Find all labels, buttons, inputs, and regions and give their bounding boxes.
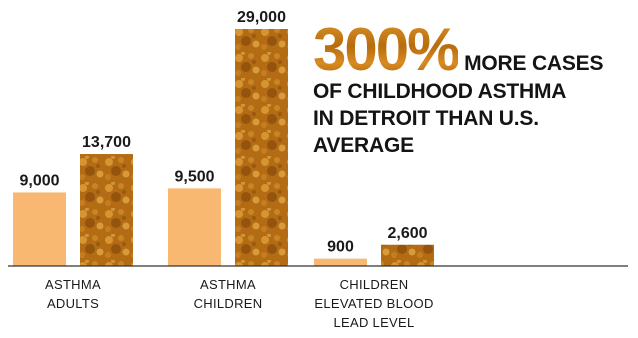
category-labels-group: ASTHMA ADULTS ASTHMA CHILDREN CHILDREN ELEVAT… xyxy=(45,277,433,330)
category-label-0-0: ASTHMA xyxy=(45,277,101,292)
value-label-1-1: 29,000 xyxy=(237,9,286,26)
value-label-2-0: 900 xyxy=(327,239,354,256)
bar-0-0 xyxy=(13,192,66,266)
value-label-0-0: 9,000 xyxy=(19,172,59,189)
category-label-1-1: CHILDREN xyxy=(194,296,263,311)
category-label-2-2: LEAD LEVEL xyxy=(333,315,414,330)
headline-big-percent: 300% xyxy=(313,16,460,83)
value-labels-group: 9,000 13,700 9,500 29,000 900 2,600 xyxy=(19,9,427,256)
headline-lead-text: MORE CASES xyxy=(464,52,604,75)
bar-1-1 xyxy=(235,29,288,266)
category-label-2-1: ELEVATED BLOOD xyxy=(314,296,433,311)
bars-group xyxy=(13,29,434,266)
bar-2-0 xyxy=(314,258,367,266)
category-label-0-1: ADULTS xyxy=(47,296,99,311)
bar-2-1 xyxy=(381,244,434,266)
bar-1-0 xyxy=(168,188,221,266)
bar-0-1 xyxy=(80,154,133,266)
value-label-2-1: 2,600 xyxy=(387,225,427,242)
headline-callout: 300% MORE CASES OF CHILDHOOD ASTHMA IN D… xyxy=(313,20,633,159)
category-label-1-0: ASTHMA xyxy=(200,277,256,292)
value-label-1-0: 9,500 xyxy=(174,168,214,185)
category-label-2-0: CHILDREN xyxy=(340,277,409,292)
headline-rest-text: OF CHILDHOOD ASTHMA IN DETROIT THAN U.S.… xyxy=(313,80,566,157)
value-label-0-1: 13,700 xyxy=(82,134,131,151)
